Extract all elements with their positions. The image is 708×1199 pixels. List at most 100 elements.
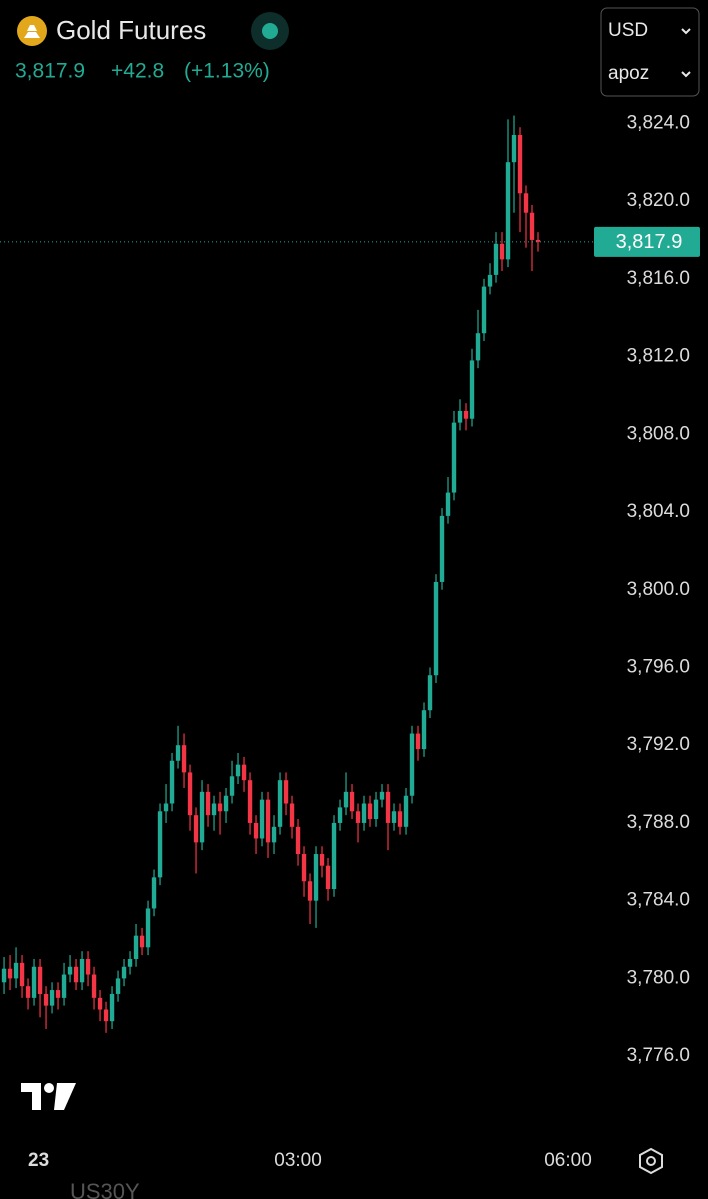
y-tick-label: 3,824.0 <box>627 112 690 133</box>
candle-body <box>403 795 409 827</box>
candle-body <box>415 733 421 750</box>
last-price-box <box>594 226 700 257</box>
candle-body <box>373 799 379 820</box>
candle-body <box>67 966 73 975</box>
candle-body <box>349 791 355 812</box>
candle-body <box>427 675 433 711</box>
candle-body <box>61 974 67 998</box>
candle-body <box>445 492 451 516</box>
market-status-dot <box>262 23 278 39</box>
header-change-pct: (+1.13%) <box>184 60 270 83</box>
y-tick-label: 3,788.0 <box>627 812 690 833</box>
y-tick-label: 3,792.0 <box>627 734 690 755</box>
y-tick-label: 3,820.0 <box>627 190 690 211</box>
x-tick-label: 23 <box>28 1150 49 1171</box>
candle-body <box>355 811 361 823</box>
candle-body <box>487 274 493 287</box>
candle-body <box>139 935 145 948</box>
candle-body <box>85 958 91 975</box>
last-price-label: 3,817.9 <box>616 231 683 253</box>
header-price: 3,817.9 <box>15 60 85 83</box>
candle-body <box>145 908 151 948</box>
y-tick-label: 3,796.0 <box>627 656 690 677</box>
candle-body <box>175 745 181 761</box>
candle-body <box>115 978 121 994</box>
candle-body <box>157 811 163 878</box>
candle-body <box>535 239 541 242</box>
candle-body <box>55 990 61 998</box>
candle-body <box>517 134 523 194</box>
candle-body <box>127 958 133 967</box>
candle-body <box>457 410 463 423</box>
candle-body <box>37 966 43 994</box>
candle-body <box>43 993 49 1006</box>
candle-body <box>475 333 481 361</box>
candle-body <box>241 764 247 781</box>
unit-button[interactable]: apoz <box>608 63 649 84</box>
currency-button[interactable]: USD <box>608 20 648 41</box>
candle-body <box>247 780 253 823</box>
candle-body <box>505 162 511 260</box>
candle-body <box>391 811 397 823</box>
candle-body <box>295 826 301 855</box>
candle-body <box>523 193 529 213</box>
x-tick-label: 06:00 <box>544 1150 592 1171</box>
settings-panel <box>600 7 700 97</box>
candle-body <box>181 745 187 773</box>
candle-body <box>421 710 427 750</box>
candle-body <box>217 803 223 812</box>
candle-body <box>379 791 385 800</box>
candle-body <box>493 243 499 275</box>
candle-body <box>199 791 205 843</box>
settings-icon[interactable] <box>639 1147 663 1175</box>
candle-body <box>301 854 307 882</box>
candle-body <box>1 968 7 983</box>
candle-body <box>319 854 325 866</box>
candle-body <box>361 803 367 823</box>
chevron <box>681 28 691 35</box>
candle-body <box>307 881 313 901</box>
candle-body <box>121 966 127 979</box>
candle-body <box>31 966 37 998</box>
y-tick-label: 3,816.0 <box>627 268 690 289</box>
candle-body <box>253 822 259 839</box>
candle-body <box>223 795 229 812</box>
candle-body <box>409 733 415 796</box>
candle-body <box>151 877 157 909</box>
candle-body <box>289 803 295 827</box>
plot-area: 23 03:00 06:00 <box>1 115 592 1171</box>
y-tick-label: 3,804.0 <box>627 501 690 522</box>
candle-body <box>313 854 319 901</box>
candle-body <box>91 974 97 998</box>
header-change: +42.8 <box>111 60 164 83</box>
candle-body <box>97 997 103 1010</box>
candle-body <box>169 760 175 804</box>
candle-body <box>187 772 193 816</box>
candle-body <box>337 807 343 823</box>
candle-body <box>109 993 115 1022</box>
y-tick-label: 3,780.0 <box>627 967 690 988</box>
candle-body <box>511 134 517 163</box>
candle-body <box>463 410 469 419</box>
y-tick-label: 3,808.0 <box>627 423 690 444</box>
candle-body <box>79 958 85 983</box>
candle-body <box>271 826 277 843</box>
candle-body <box>343 791 349 808</box>
y-tick-label: 3,784.0 <box>627 890 690 911</box>
candle-body <box>7 968 13 979</box>
candle-body <box>451 422 457 493</box>
candle-body <box>529 212 535 240</box>
candle-body <box>259 799 265 839</box>
tv-logo <box>21 1083 76 1110</box>
candle-body <box>19 962 25 987</box>
candle-body <box>205 791 211 816</box>
candle-body <box>25 986 31 998</box>
y-tick-label: 3,800.0 <box>627 579 690 600</box>
candle-body <box>331 822 337 890</box>
candle-body <box>367 803 373 820</box>
chevron <box>681 71 691 78</box>
candle-body <box>163 803 169 812</box>
next-symbol: US30Y <box>70 1179 140 1199</box>
y-tick-label: 3,776.0 <box>627 1045 690 1066</box>
